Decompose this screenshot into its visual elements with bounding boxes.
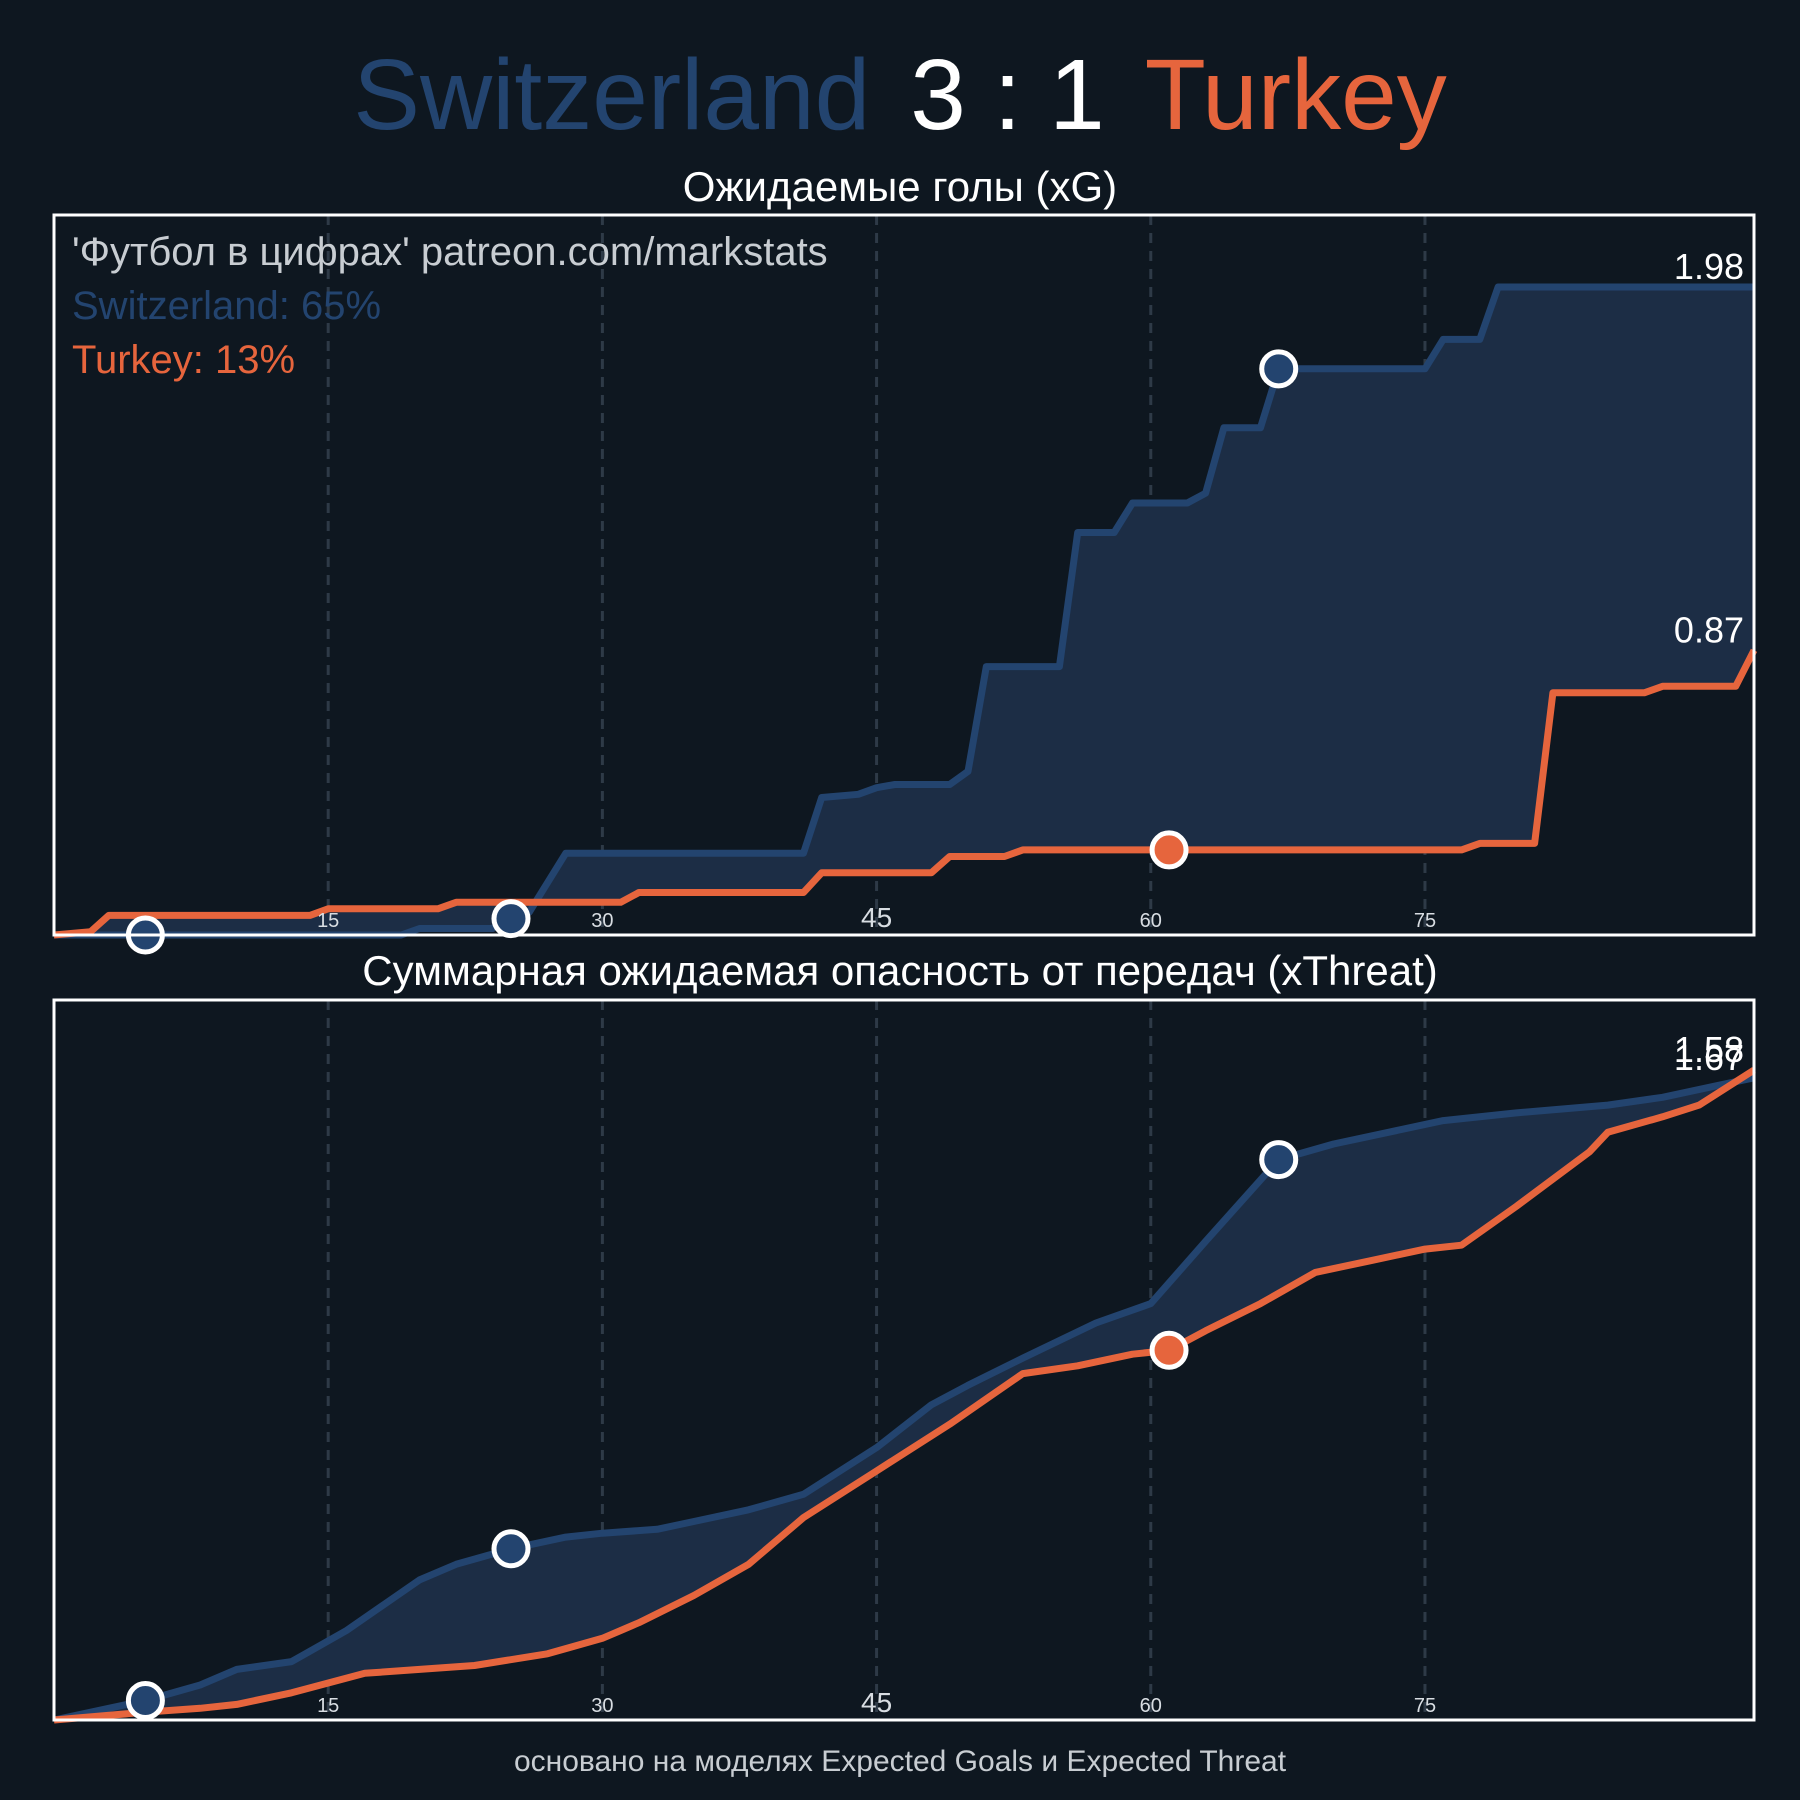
xg-x-tick-label: 75 xyxy=(1414,910,1436,932)
xthreat-x-tick-label: 75 xyxy=(1414,1695,1436,1717)
xthreat-x-tick-label: 45 xyxy=(861,1687,892,1718)
xg-x-tick-label: 60 xyxy=(1140,910,1162,932)
xg-goal-marker-switzerland xyxy=(491,899,531,939)
xg-x-tick-label: 15 xyxy=(317,910,339,932)
xg-chart: 15 30 45 60 75 1.98 0.87 xyxy=(52,213,1758,955)
match-header: Switzerland 3 : 1 Turkey xyxy=(0,40,1800,150)
xg-end-value-label: 0.87 xyxy=(1674,609,1744,650)
xthreat-x-tick-label: 15 xyxy=(317,1695,339,1717)
xthreat-chart-title: Суммарная ожидаемая опасность от передач… xyxy=(362,947,1438,994)
xthreat-end-value-label: 1.58 xyxy=(1674,1029,1744,1070)
xthreat-end-value-label: 1.67 xyxy=(1674,1037,1744,1078)
xthreat-goal-marker-switzerland xyxy=(491,1529,531,1569)
xthreat-goal-marker-turkey xyxy=(1149,1330,1189,1370)
xg-x-tick-label: 45 xyxy=(861,902,892,933)
xthreat-plot-frame xyxy=(52,998,1756,1722)
xthreat-x-tick-label: 60 xyxy=(1140,1695,1162,1717)
xg-series-turkey xyxy=(53,648,1758,939)
xthreat-area-between xyxy=(54,1070,1754,1720)
home-team-name: Switzerland xyxy=(353,39,871,151)
xthreat-chart: 15 30 45 60 75 1.671.58 xyxy=(52,998,1756,1724)
legend-home-probability: Switzerland: 65% xyxy=(72,284,382,328)
watermark-text: 'Футбол в цифрах' patreon.com/markstats xyxy=(72,230,828,274)
legend-away-probability: Turkey: 13% xyxy=(72,338,296,382)
xthreat-goal-marker-switzerland xyxy=(125,1681,165,1721)
away-team-name: Turkey xyxy=(1144,39,1447,151)
xg-end-value-label: 1.98 xyxy=(1674,246,1744,287)
xg-goal-marker-switzerland xyxy=(1259,349,1299,389)
xg-goal-marker-turkey xyxy=(1149,830,1189,870)
xg-x-tick-label: 30 xyxy=(591,910,613,932)
xg-chart-title: Ожидаемые голы (xG) xyxy=(682,163,1118,210)
xthreat-goal-marker-switzerland xyxy=(1259,1140,1299,1180)
xg-legend: 'Футбол в цифрах' patreon.com/markstats … xyxy=(72,225,828,387)
xthreat-x-tick-label: 30 xyxy=(591,1695,613,1717)
xg-plot-frame xyxy=(52,213,1756,937)
xg-area-between xyxy=(54,287,1754,935)
footer-note: основано на моделях Expected Goals и Exp… xyxy=(513,1745,1287,1778)
match-score: 3 : 1 xyxy=(910,39,1105,151)
xthreat-series-switzerland xyxy=(53,1074,1755,1724)
xthreat-series-turkey xyxy=(53,1067,1756,1724)
